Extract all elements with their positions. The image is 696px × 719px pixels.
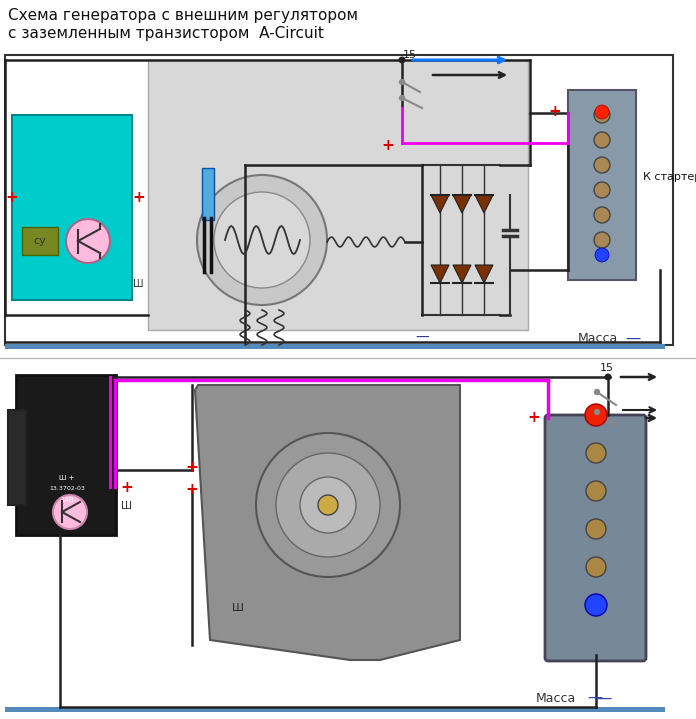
Text: +: +	[381, 137, 395, 152]
Circle shape	[594, 207, 610, 223]
Circle shape	[605, 373, 612, 380]
Circle shape	[594, 410, 599, 414]
Text: Масса: Масса	[578, 331, 618, 344]
Circle shape	[594, 157, 610, 173]
Circle shape	[400, 96, 404, 101]
Bar	[8, 410, 26, 505]
Circle shape	[586, 405, 606, 425]
Circle shape	[594, 182, 610, 198]
Circle shape	[400, 80, 404, 85]
Text: Ш: Ш	[232, 603, 244, 613]
Circle shape	[586, 443, 606, 463]
Circle shape	[276, 453, 380, 557]
FancyBboxPatch shape	[545, 415, 646, 661]
Circle shape	[594, 390, 599, 395]
Polygon shape	[453, 265, 471, 283]
Text: с заземленным транзистором  A-Circuit: с заземленным транзистором A-Circuit	[8, 26, 324, 41]
Text: +: +	[548, 104, 562, 119]
Circle shape	[214, 192, 310, 288]
Circle shape	[53, 495, 87, 529]
Circle shape	[595, 248, 609, 262]
Bar	[22, 227, 58, 255]
Bar	[5, 55, 673, 345]
Text: 13.3702-03: 13.3702-03	[49, 485, 85, 490]
Bar	[568, 90, 636, 280]
Circle shape	[318, 495, 338, 515]
Text: —: —	[596, 690, 611, 705]
Circle shape	[595, 105, 609, 119]
Circle shape	[585, 404, 607, 426]
Text: —: —	[415, 331, 429, 345]
Circle shape	[585, 594, 607, 616]
Circle shape	[594, 107, 610, 123]
Circle shape	[66, 219, 110, 263]
Bar	[5, 707, 665, 712]
Bar	[5, 344, 665, 349]
Text: +: +	[133, 191, 145, 206]
Circle shape	[197, 175, 327, 305]
Text: —: —	[625, 331, 640, 346]
Polygon shape	[475, 265, 493, 283]
Polygon shape	[195, 385, 460, 660]
Circle shape	[586, 519, 606, 539]
Circle shape	[256, 433, 400, 577]
Text: 14В: 14В	[60, 497, 74, 503]
Text: Ш +: Ш +	[59, 475, 74, 481]
Text: 15: 15	[403, 50, 417, 60]
Text: +: +	[6, 191, 18, 206]
Circle shape	[399, 57, 406, 63]
Circle shape	[586, 481, 606, 501]
Bar	[12, 115, 132, 300]
Polygon shape	[431, 265, 449, 283]
Bar	[148, 60, 528, 330]
Text: +: +	[528, 410, 540, 424]
Text: Ш: Ш	[122, 501, 132, 511]
Text: су: су	[33, 236, 47, 246]
Text: Ш: Ш	[133, 279, 143, 289]
Text: +: +	[186, 482, 198, 498]
Text: +: +	[186, 460, 198, 475]
Circle shape	[586, 557, 606, 577]
Polygon shape	[475, 195, 493, 213]
Bar	[202, 168, 214, 220]
Text: +: +	[120, 480, 134, 495]
Text: 15: 15	[600, 363, 614, 373]
Polygon shape	[453, 195, 471, 213]
Text: —: —	[583, 690, 603, 705]
Circle shape	[586, 595, 606, 615]
Text: Масса: Масса	[536, 692, 576, 705]
Circle shape	[594, 232, 610, 248]
Circle shape	[300, 477, 356, 533]
Polygon shape	[431, 195, 449, 213]
Bar	[16, 375, 116, 535]
Text: К стартеру: К стартеру	[643, 172, 696, 182]
Text: Схема генератора с внешним регулятором: Схема генератора с внешним регулятором	[8, 8, 358, 23]
Circle shape	[594, 132, 610, 148]
